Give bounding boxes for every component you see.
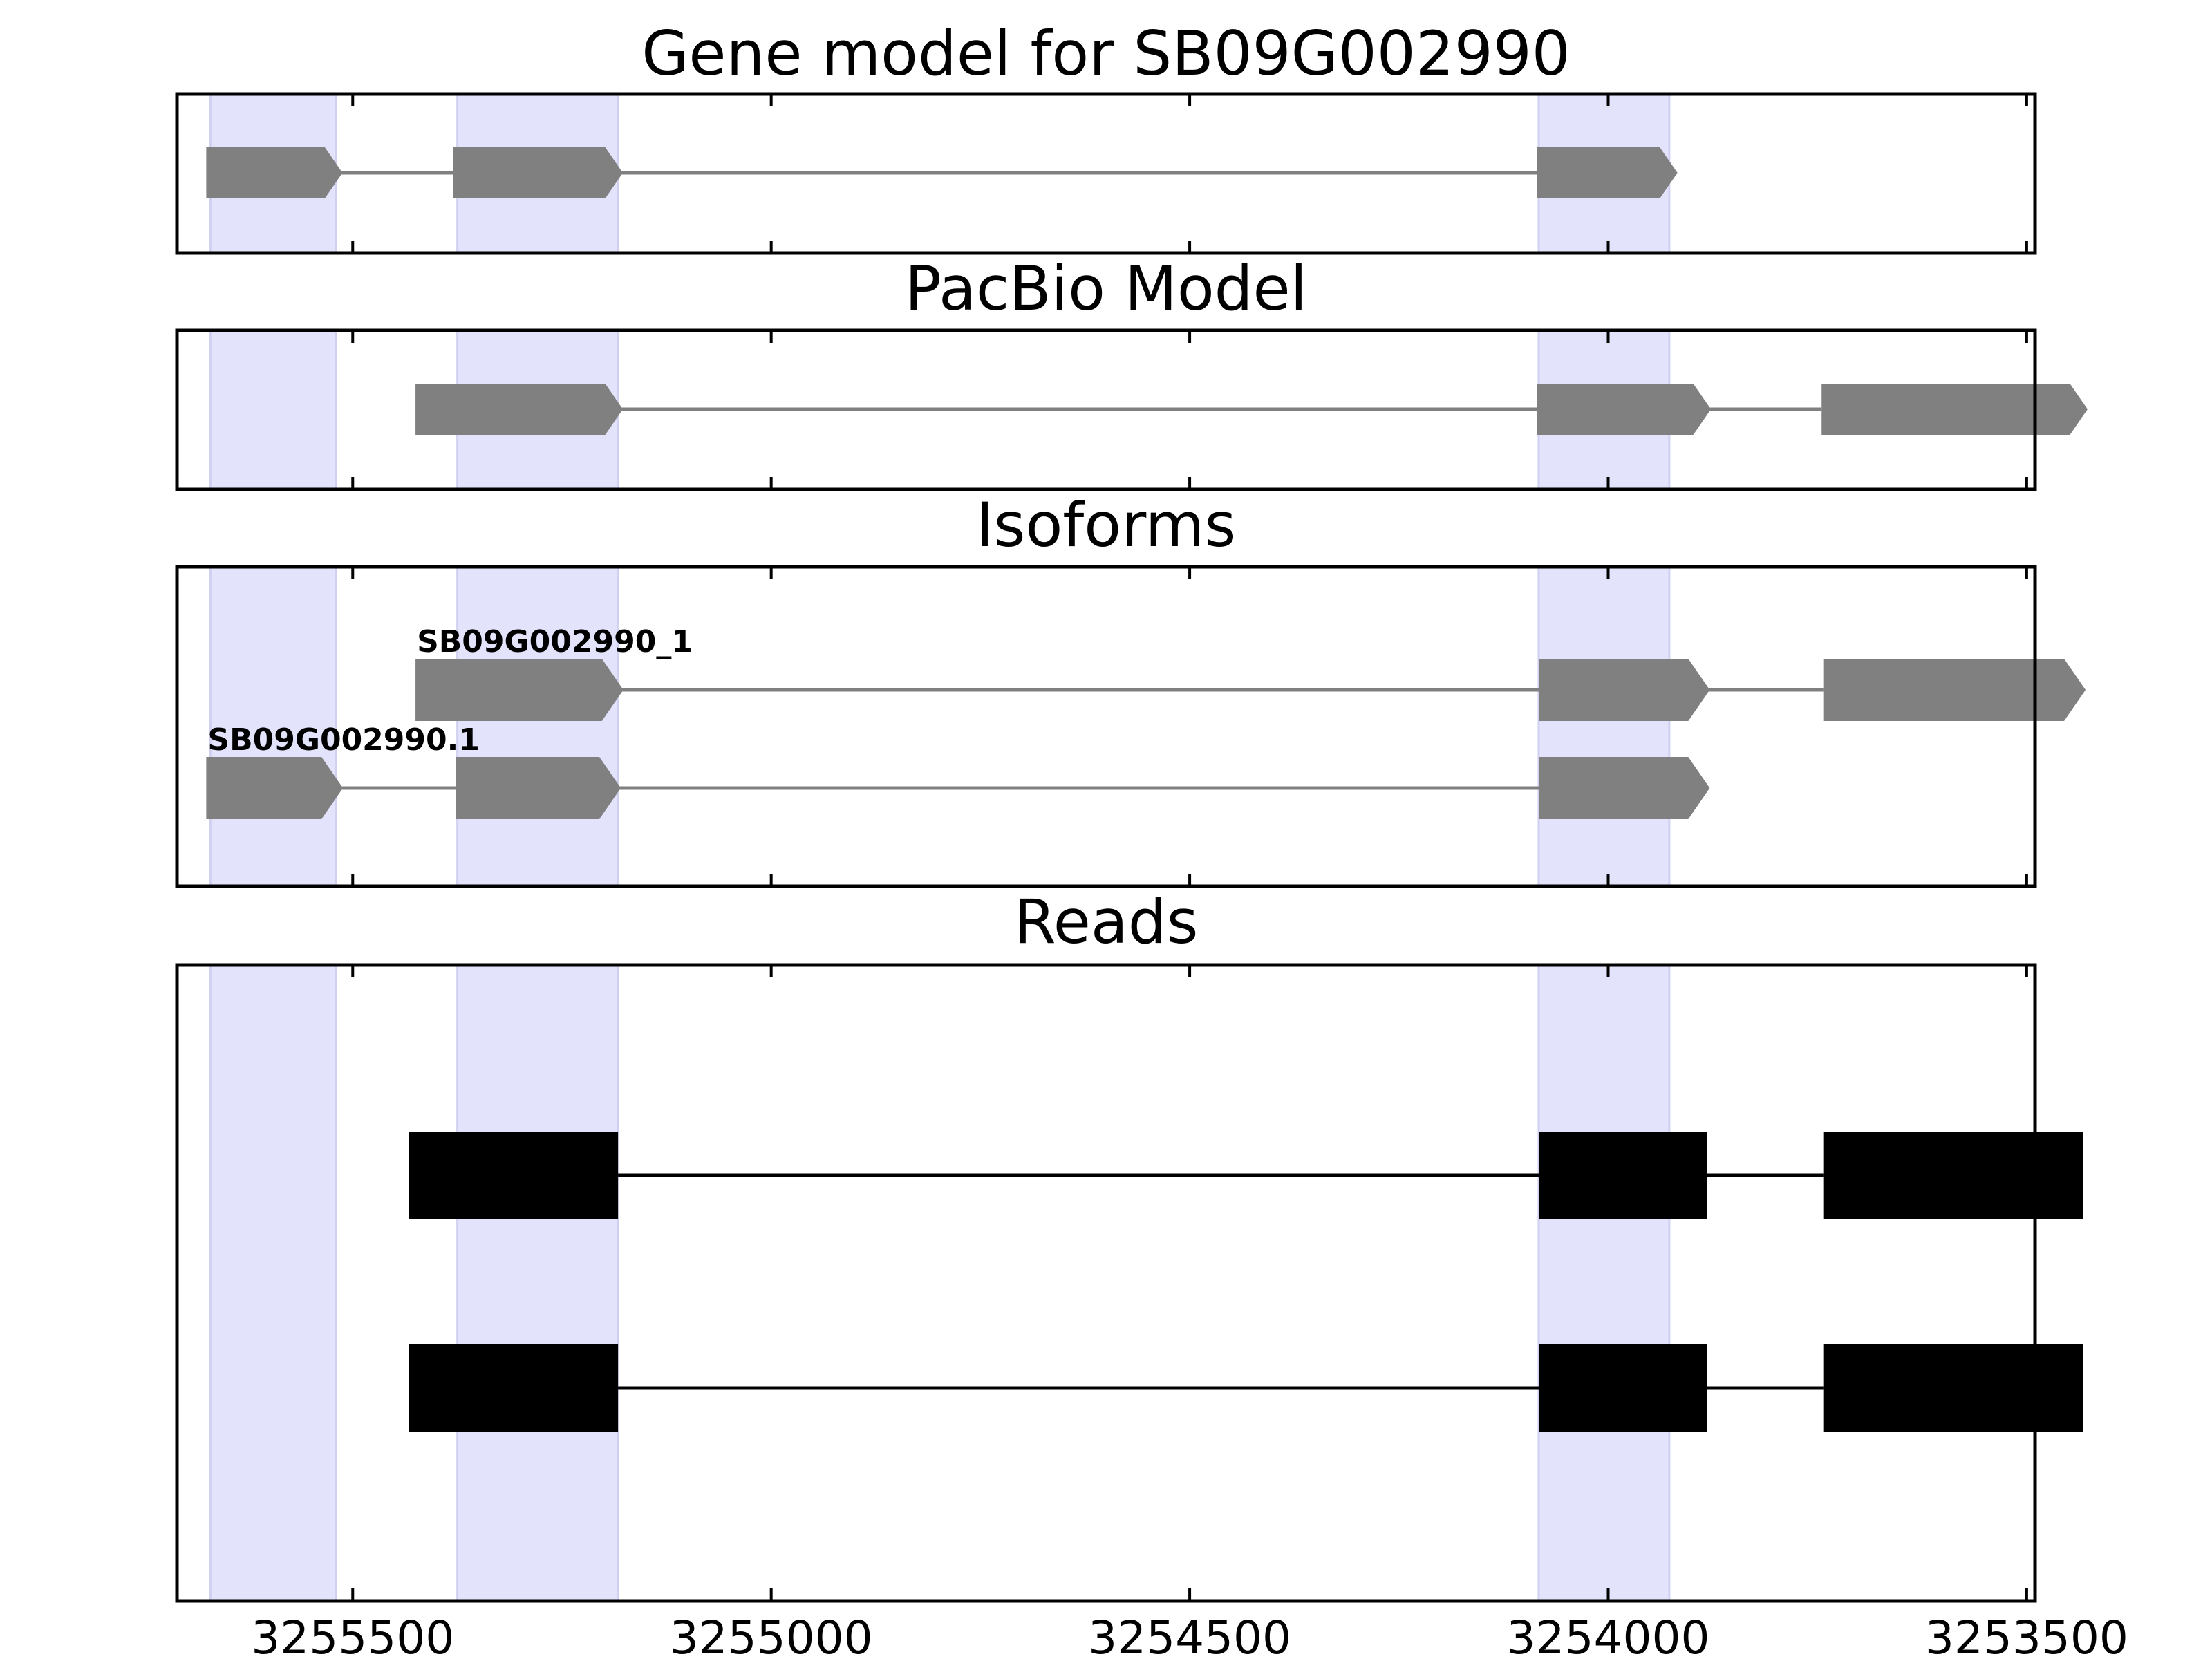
exon xyxy=(1823,659,2086,721)
track-isoforms-1: SB09G002990.1 xyxy=(206,722,1710,819)
panel-reads: Reads xyxy=(175,886,2083,1603)
exon xyxy=(206,757,344,819)
read-block xyxy=(409,1132,619,1219)
highlight-band-0 xyxy=(209,964,337,1602)
exon xyxy=(456,757,621,819)
isoform-label: SB09G002990.1 xyxy=(207,722,480,758)
x-tick-label: 3253500 xyxy=(1925,1611,2128,1659)
read-block xyxy=(1823,1132,2083,1219)
panel-frame xyxy=(175,963,2037,1603)
panel-title-pacbio-model: PacBio Model xyxy=(905,253,1307,324)
track-gene-model-0 xyxy=(206,147,1678,198)
panel-pacbio-model: PacBio Model xyxy=(175,253,2088,491)
highlight-band-1 xyxy=(456,964,619,1602)
exon xyxy=(1538,659,1710,721)
exon xyxy=(1538,757,1710,819)
panel-title-isoforms: Isoforms xyxy=(976,489,1237,561)
panel-gene-model: Gene model for SB09G002990 xyxy=(175,18,2037,255)
x-tick-label: 3254500 xyxy=(1088,1611,1291,1659)
track-reads-0 xyxy=(409,1132,2083,1219)
panels-layer: Gene model for SB09G002990 PacBio Model Is… xyxy=(175,18,2088,1603)
x-tick-label: 3254000 xyxy=(1507,1611,1710,1659)
x-tick-label: 3255000 xyxy=(670,1611,873,1659)
read-block xyxy=(409,1344,619,1432)
exon xyxy=(1537,147,1678,198)
highlight-band-2 xyxy=(1537,964,1671,1602)
panel-frame xyxy=(175,328,2037,491)
highlight-band-2 xyxy=(1537,565,1671,888)
highlight-band-0 xyxy=(209,329,337,491)
track-isoforms-0: SB09G002990_1 xyxy=(415,624,2086,721)
highlight-band-1 xyxy=(456,565,619,888)
read-block xyxy=(1538,1132,1707,1219)
exon xyxy=(1537,384,1712,435)
panel-isoforms: Isoforms SB09G002990_1 SB09G002990.1 xyxy=(175,489,2086,888)
isoform-label: SB09G002990_1 xyxy=(417,624,693,659)
exon xyxy=(206,147,343,198)
panel-frame xyxy=(175,92,2037,255)
track-pacbio-model-0 xyxy=(415,384,2088,435)
exon xyxy=(415,659,624,721)
x-tick-label: 3255500 xyxy=(251,1611,454,1659)
panel-title-reads: Reads xyxy=(1014,886,1199,957)
x-axis: 3255500 3255000 3254500 3254000 3253500 xyxy=(251,1611,2128,1659)
exon xyxy=(415,384,624,435)
read-block xyxy=(1823,1344,2083,1432)
track-reads-1 xyxy=(409,1344,2083,1432)
read-block xyxy=(1538,1344,1707,1432)
panel-title-gene-model: Gene model for SB09G002990 xyxy=(641,18,1571,89)
exon xyxy=(453,147,624,198)
panel-frame xyxy=(175,565,2037,888)
exon xyxy=(1821,384,2088,435)
highlight-band-0 xyxy=(209,565,337,888)
